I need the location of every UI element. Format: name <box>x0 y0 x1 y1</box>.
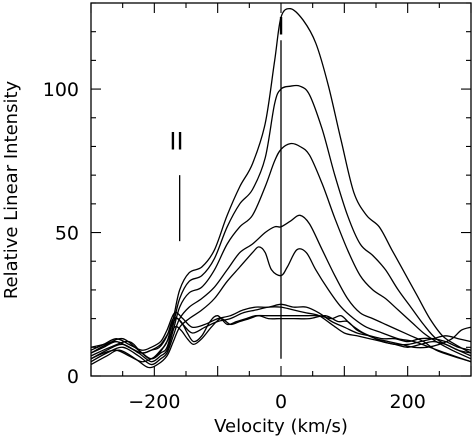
reference-lines <box>179 40 282 359</box>
y-tick-label: 100 <box>43 79 79 101</box>
x-tick-label: 0 <box>275 391 287 413</box>
series-line-5 <box>90 246 472 369</box>
series-line-9 <box>90 314 472 354</box>
series-group <box>90 7 472 369</box>
x-axis-label: Velocity (km/s) <box>214 416 348 437</box>
y-axis-label: Relative Linear Intensity <box>1 80 22 299</box>
y-tick-label: 0 <box>67 366 79 388</box>
annotation-label-2: II <box>169 127 183 155</box>
tick-labels: −200 0 200 0 50 100 <box>43 79 426 413</box>
y-tick-label: 50 <box>55 223 79 245</box>
annotations: III <box>169 13 284 156</box>
series-line-4 <box>90 214 472 366</box>
series-line-8 <box>90 315 472 363</box>
x-tick-label: −200 <box>128 391 180 413</box>
series-line-2 <box>90 84 472 360</box>
annotation-label-1: I <box>277 13 284 41</box>
x-tick-label: 200 <box>390 391 426 413</box>
series-line-3 <box>90 142 472 363</box>
axis-ticks <box>90 2 472 377</box>
